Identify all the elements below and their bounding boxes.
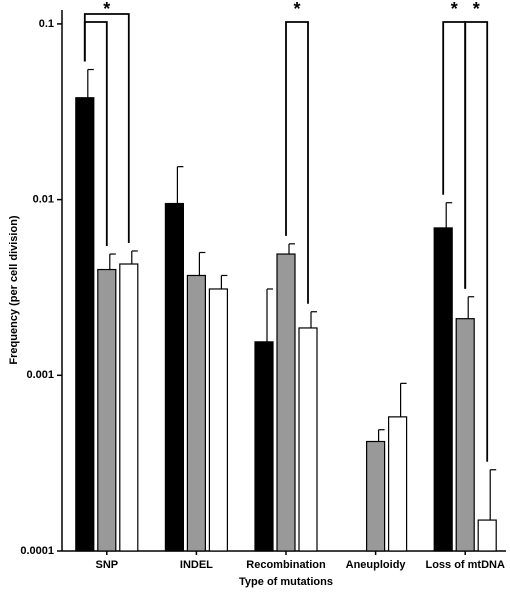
- bar: [164, 202, 184, 552]
- bar: [366, 440, 386, 552]
- significance-star: *: [293, 0, 300, 19]
- significance-star: *: [451, 0, 458, 19]
- x-tick-label: Aneuploidy: [346, 559, 407, 571]
- x-tick-label: INDEL: [180, 559, 213, 571]
- bar: [119, 263, 139, 552]
- significance-star: *: [473, 0, 480, 19]
- bar: [97, 268, 117, 552]
- significance-star: *: [103, 0, 110, 19]
- bar: [276, 253, 296, 552]
- x-tick-label: SNP: [95, 559, 118, 571]
- x-tick-label: Recombination: [246, 559, 326, 571]
- x-tick-label: Loss of mtDNA: [425, 559, 505, 571]
- bar: [208, 288, 228, 552]
- bar: [433, 227, 453, 552]
- bar: [477, 519, 497, 552]
- bar: [254, 341, 274, 552]
- bar: [455, 318, 475, 552]
- significance-bracket: [83, 13, 130, 243]
- x-axis-label: Type of mutations: [239, 576, 333, 588]
- y-axis-label: Frequency (per cell division): [8, 215, 20, 364]
- y-tick-label: 0.0001: [20, 545, 54, 557]
- y-tick-label: 0.01: [33, 194, 54, 206]
- y-tick-label: 0.1: [39, 18, 54, 30]
- bar: [75, 97, 95, 552]
- bar: [388, 416, 408, 552]
- bar: [186, 274, 206, 552]
- y-tick-label: 0.001: [26, 369, 54, 381]
- bar: [298, 327, 318, 552]
- significance-bracket: [285, 21, 309, 304]
- significance-bracket: [464, 21, 489, 462]
